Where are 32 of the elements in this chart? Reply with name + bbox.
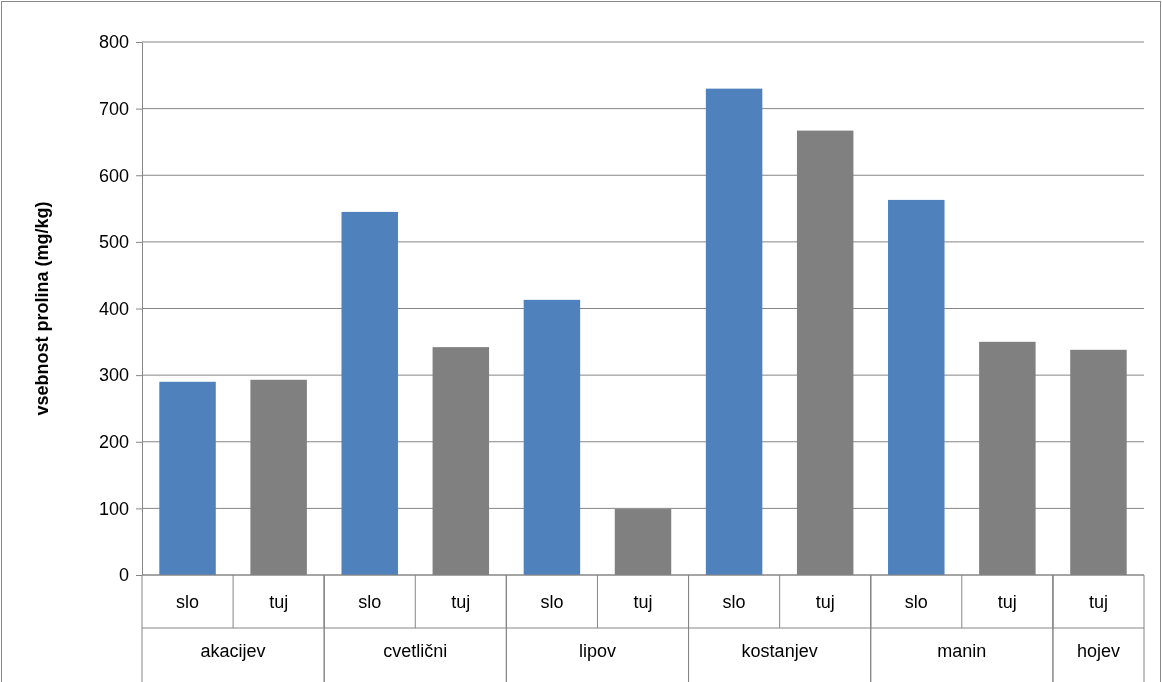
- x-tick-label: manin: [937, 641, 987, 661]
- y-tick-label: 100: [98, 498, 129, 519]
- x-tick-label: cvetlični: [383, 641, 448, 661]
- bar: [341, 211, 398, 575]
- series-label: slo: [176, 592, 200, 612]
- y-tick-label: 800: [98, 32, 129, 53]
- x-tick-label: lipov: [578, 641, 616, 661]
- bar: [705, 88, 763, 575]
- text: tuj: [633, 592, 653, 612]
- x-tick-label: akacijev: [200, 641, 266, 661]
- y-tick-label: 400: [98, 298, 129, 319]
- text: slo: [540, 592, 564, 612]
- text: slo: [358, 592, 382, 612]
- bar: [888, 199, 945, 575]
- y-tick-label: 700: [98, 98, 129, 119]
- x-tick-label: hojev: [1076, 641, 1120, 661]
- y-tick-label: 600: [98, 165, 129, 186]
- y-tick-label: 500: [98, 232, 129, 253]
- y-tick-label: 300: [98, 365, 129, 386]
- text: slo: [722, 592, 746, 612]
- text: tuj: [815, 592, 835, 612]
- bar: [523, 299, 581, 575]
- y-tick-label: 200: [98, 432, 129, 453]
- text: tuj: [451, 592, 471, 612]
- x-tick-label: kostanjev: [741, 641, 818, 661]
- series-label: tuj: [269, 592, 289, 612]
- text: slo: [904, 592, 928, 612]
- bar: [159, 381, 216, 575]
- y-tick-label: 0: [118, 565, 129, 586]
- text: tuj: [1088, 592, 1108, 612]
- y-axis-title: vsebnost prolina (mg/kg): [32, 201, 52, 416]
- text: tuj: [997, 592, 1017, 612]
